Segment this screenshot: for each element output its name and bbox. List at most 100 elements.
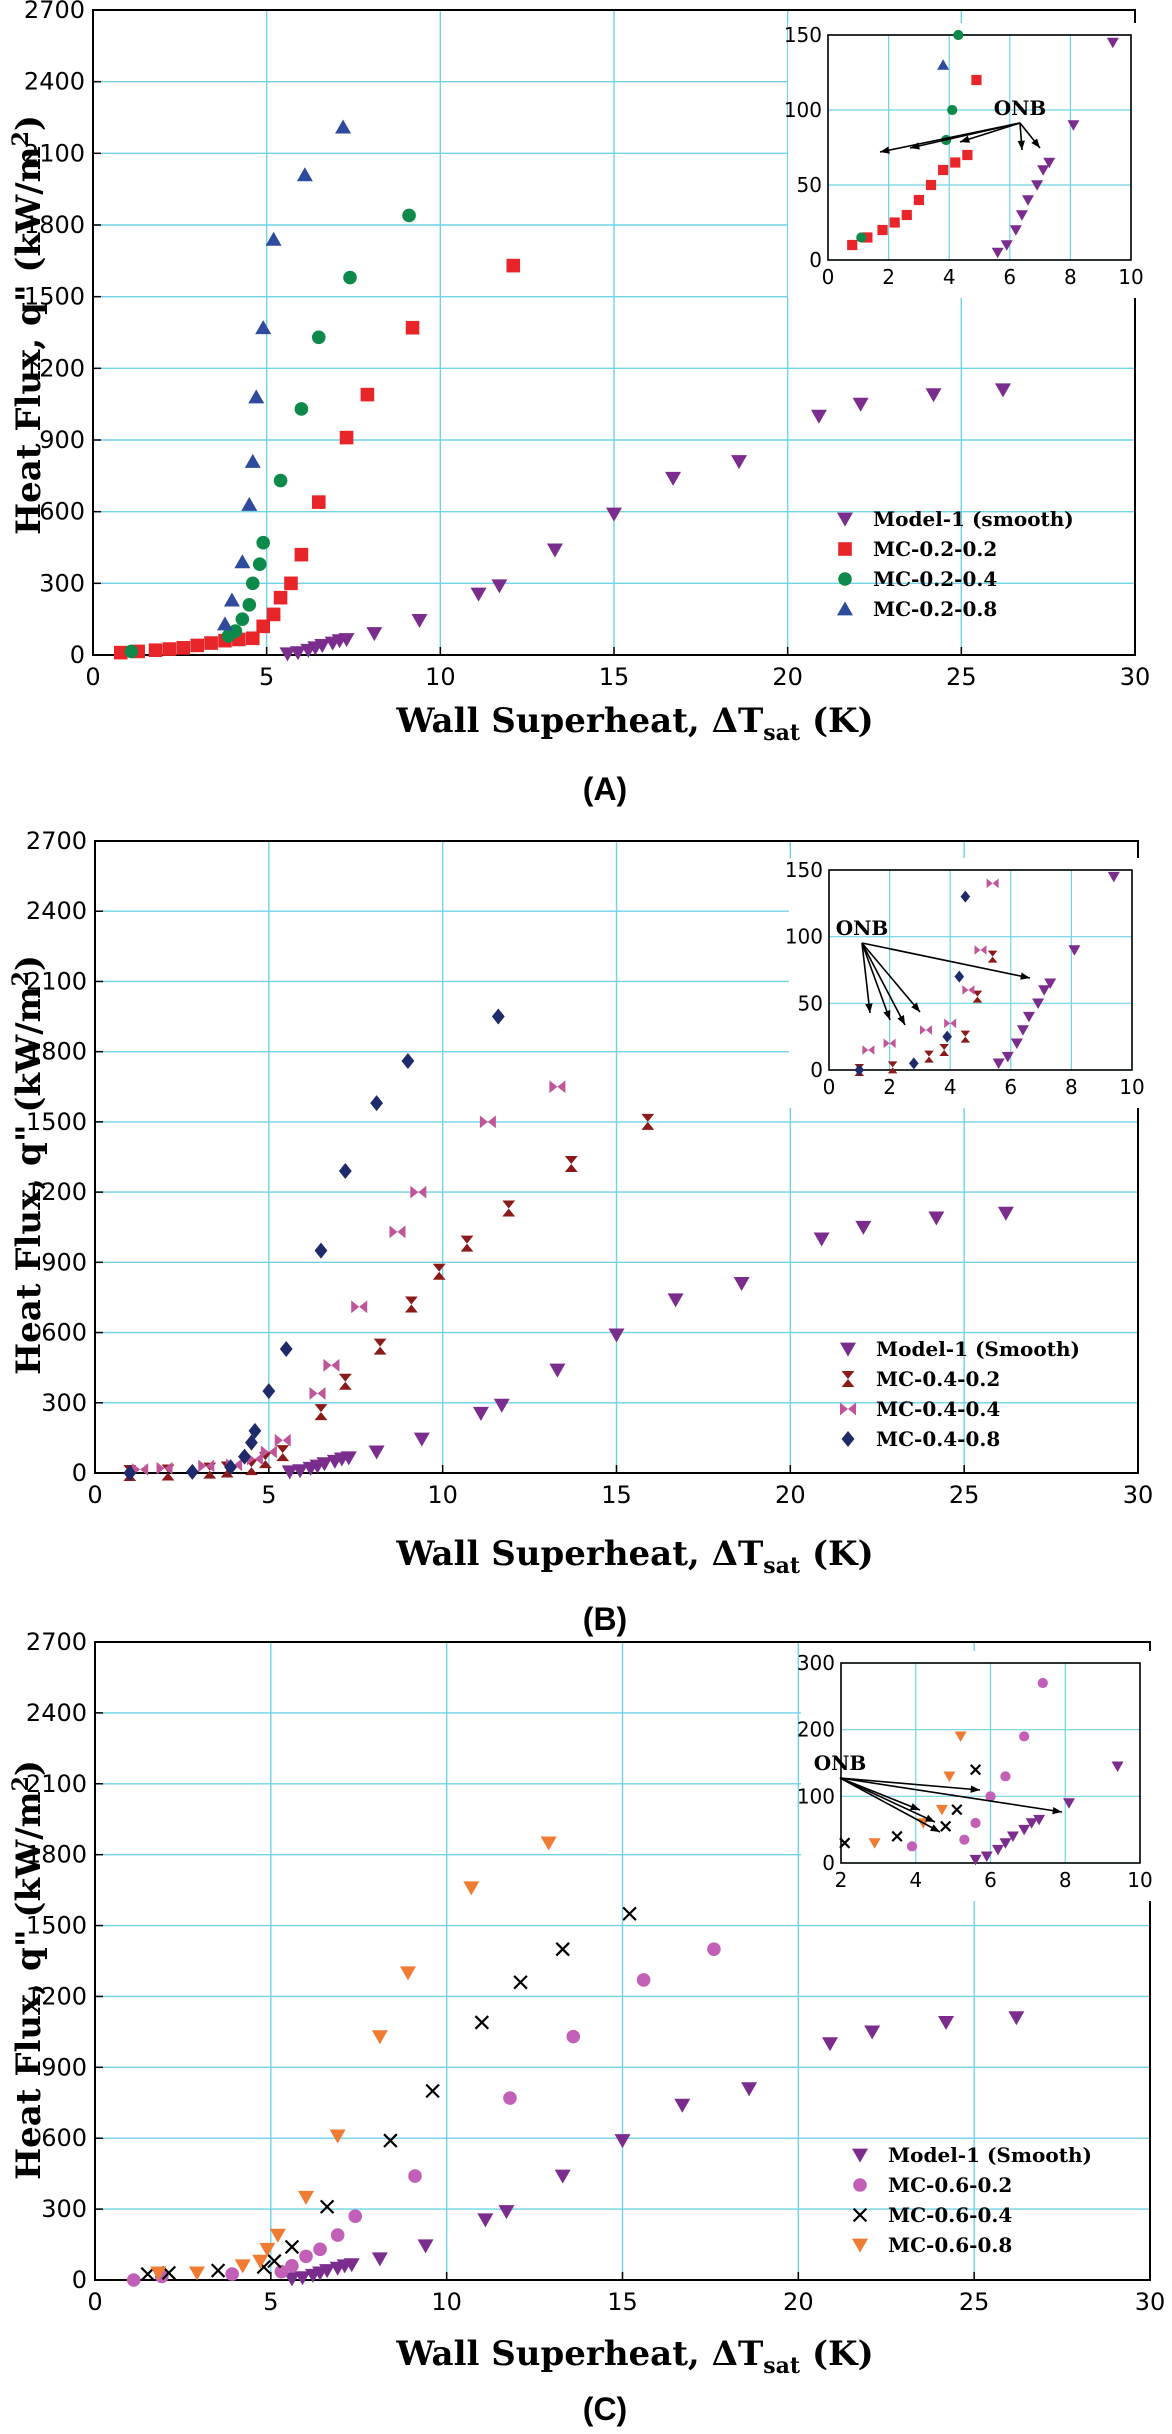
data-point [234, 2259, 251, 2274]
legend-marker [840, 1402, 856, 1416]
inset-data-point [1038, 985, 1051, 996]
legend-label: MC-0.6-0.2 [888, 2173, 1012, 2197]
data-point [338, 633, 355, 648]
data-point [246, 1452, 263, 1466]
data-point [371, 2252, 388, 2267]
inset-data-point [959, 1834, 970, 1845]
data-point [225, 2267, 239, 2281]
series-model-1-smooth- [283, 2011, 1025, 2287]
x-tick-label: 30 [1123, 1481, 1154, 1509]
legend-marker [838, 542, 852, 556]
inset-y-tick-label: 100 [784, 98, 822, 122]
data-point [370, 1095, 384, 1112]
inset-data-point [847, 239, 858, 251]
inset-data-point [854, 1064, 865, 1076]
x-tick-label: 5 [263, 2288, 278, 2316]
data-point [294, 2271, 311, 2286]
inset-x-tick-label: 2 [835, 1868, 848, 1892]
y-tick-label: 300 [41, 2195, 87, 2223]
legend-label: MC-0.4-0.4 [876, 1397, 1000, 1421]
data-point [813, 1232, 830, 1247]
legend-marker [841, 1371, 855, 1387]
onb-arrow [861, 942, 891, 1021]
data-point [741, 2082, 758, 2097]
data-point [540, 1836, 557, 1851]
inset-data-point [969, 1854, 982, 1866]
data-point [132, 1463, 149, 1476]
data-point [113, 645, 128, 660]
data-point [248, 389, 265, 404]
inset-data-point [974, 945, 987, 955]
onb-arrowhead [1020, 972, 1030, 980]
y-tick-label: 600 [39, 498, 85, 526]
inset-data-point [960, 1030, 971, 1043]
data-point [477, 2213, 494, 2228]
inset-data-point [1015, 210, 1028, 221]
data-point [276, 1445, 290, 1462]
data-point [265, 231, 282, 246]
panel-label: (B) [583, 1601, 627, 1637]
data-point [404, 1296, 418, 1313]
data-point [140, 2266, 155, 2282]
inset-data-point [856, 232, 867, 243]
inset-data-point [985, 1791, 996, 1802]
y-tick-label: 2100 [26, 1770, 87, 1798]
onb-arrowhead [910, 1803, 920, 1810]
data-point [554, 2169, 571, 2184]
inset-data-point [919, 1025, 932, 1035]
inset-y-tick-label: 50 [798, 991, 823, 1015]
data-point [256, 535, 270, 550]
data-point [810, 409, 827, 424]
data-point [245, 1434, 258, 1451]
series-mc-0-2-0-8 [216, 119, 352, 631]
x-tick-label: 15 [607, 2288, 638, 2316]
y-tick-label: 900 [39, 426, 85, 454]
data-point [493, 1398, 510, 1413]
data-point [340, 1451, 357, 1466]
onb-arrowhead [1031, 138, 1040, 148]
y-tick-label: 1200 [26, 1178, 87, 1206]
data-point [546, 543, 563, 558]
inset-y-tick-label: 150 [785, 858, 823, 882]
inset-data-point [1033, 1814, 1046, 1826]
data-point [216, 616, 233, 631]
data-point [162, 642, 177, 656]
data-point [506, 258, 521, 273]
onb-arrow [959, 122, 1021, 143]
data-point [855, 1220, 872, 1235]
legend-marker [852, 2207, 868, 2223]
inset-data-point [1111, 1761, 1124, 1773]
x-tick-label: 30 [1120, 663, 1151, 691]
onb-arrowhead [897, 1015, 905, 1025]
inset-x-tick-label: 8 [1064, 265, 1077, 289]
data-point [491, 579, 508, 594]
data-point [223, 592, 240, 607]
inset-data-point [953, 29, 964, 41]
data-point [636, 1973, 651, 1987]
inset-data-point [986, 878, 999, 889]
inset-y-tick-label: 100 [797, 1784, 835, 1808]
data-point [389, 1225, 406, 1239]
inset-data-point [950, 157, 961, 168]
inset-data-point [1031, 180, 1044, 191]
inset-data-point [935, 1804, 948, 1816]
data-point [383, 2133, 398, 2148]
plot-area: 0 5 10 15 20 25 300300600900120015001800210024… [26, 1628, 1165, 2316]
data-point [608, 1328, 625, 1343]
data-point [502, 1200, 516, 1217]
data-point [238, 1448, 251, 1465]
legend-label: MC-0.6-0.4 [888, 2203, 1012, 2227]
data-point [555, 1942, 570, 1957]
onb-arrow [861, 942, 921, 1013]
inset-data-point [937, 59, 950, 70]
data-point [402, 208, 416, 223]
y-tick-label: 2400 [26, 1699, 87, 1727]
chart-panel-a: Heat Flux, q" (kW/m2) Wall Superheat, ΔT… [8, 0, 1150, 807]
inset-data-point [987, 950, 998, 963]
inset-data-point [877, 224, 888, 236]
x-tick-label: 0 [87, 1481, 102, 1509]
onb-arrowhead [1052, 1806, 1062, 1815]
data-point [348, 2209, 363, 2223]
